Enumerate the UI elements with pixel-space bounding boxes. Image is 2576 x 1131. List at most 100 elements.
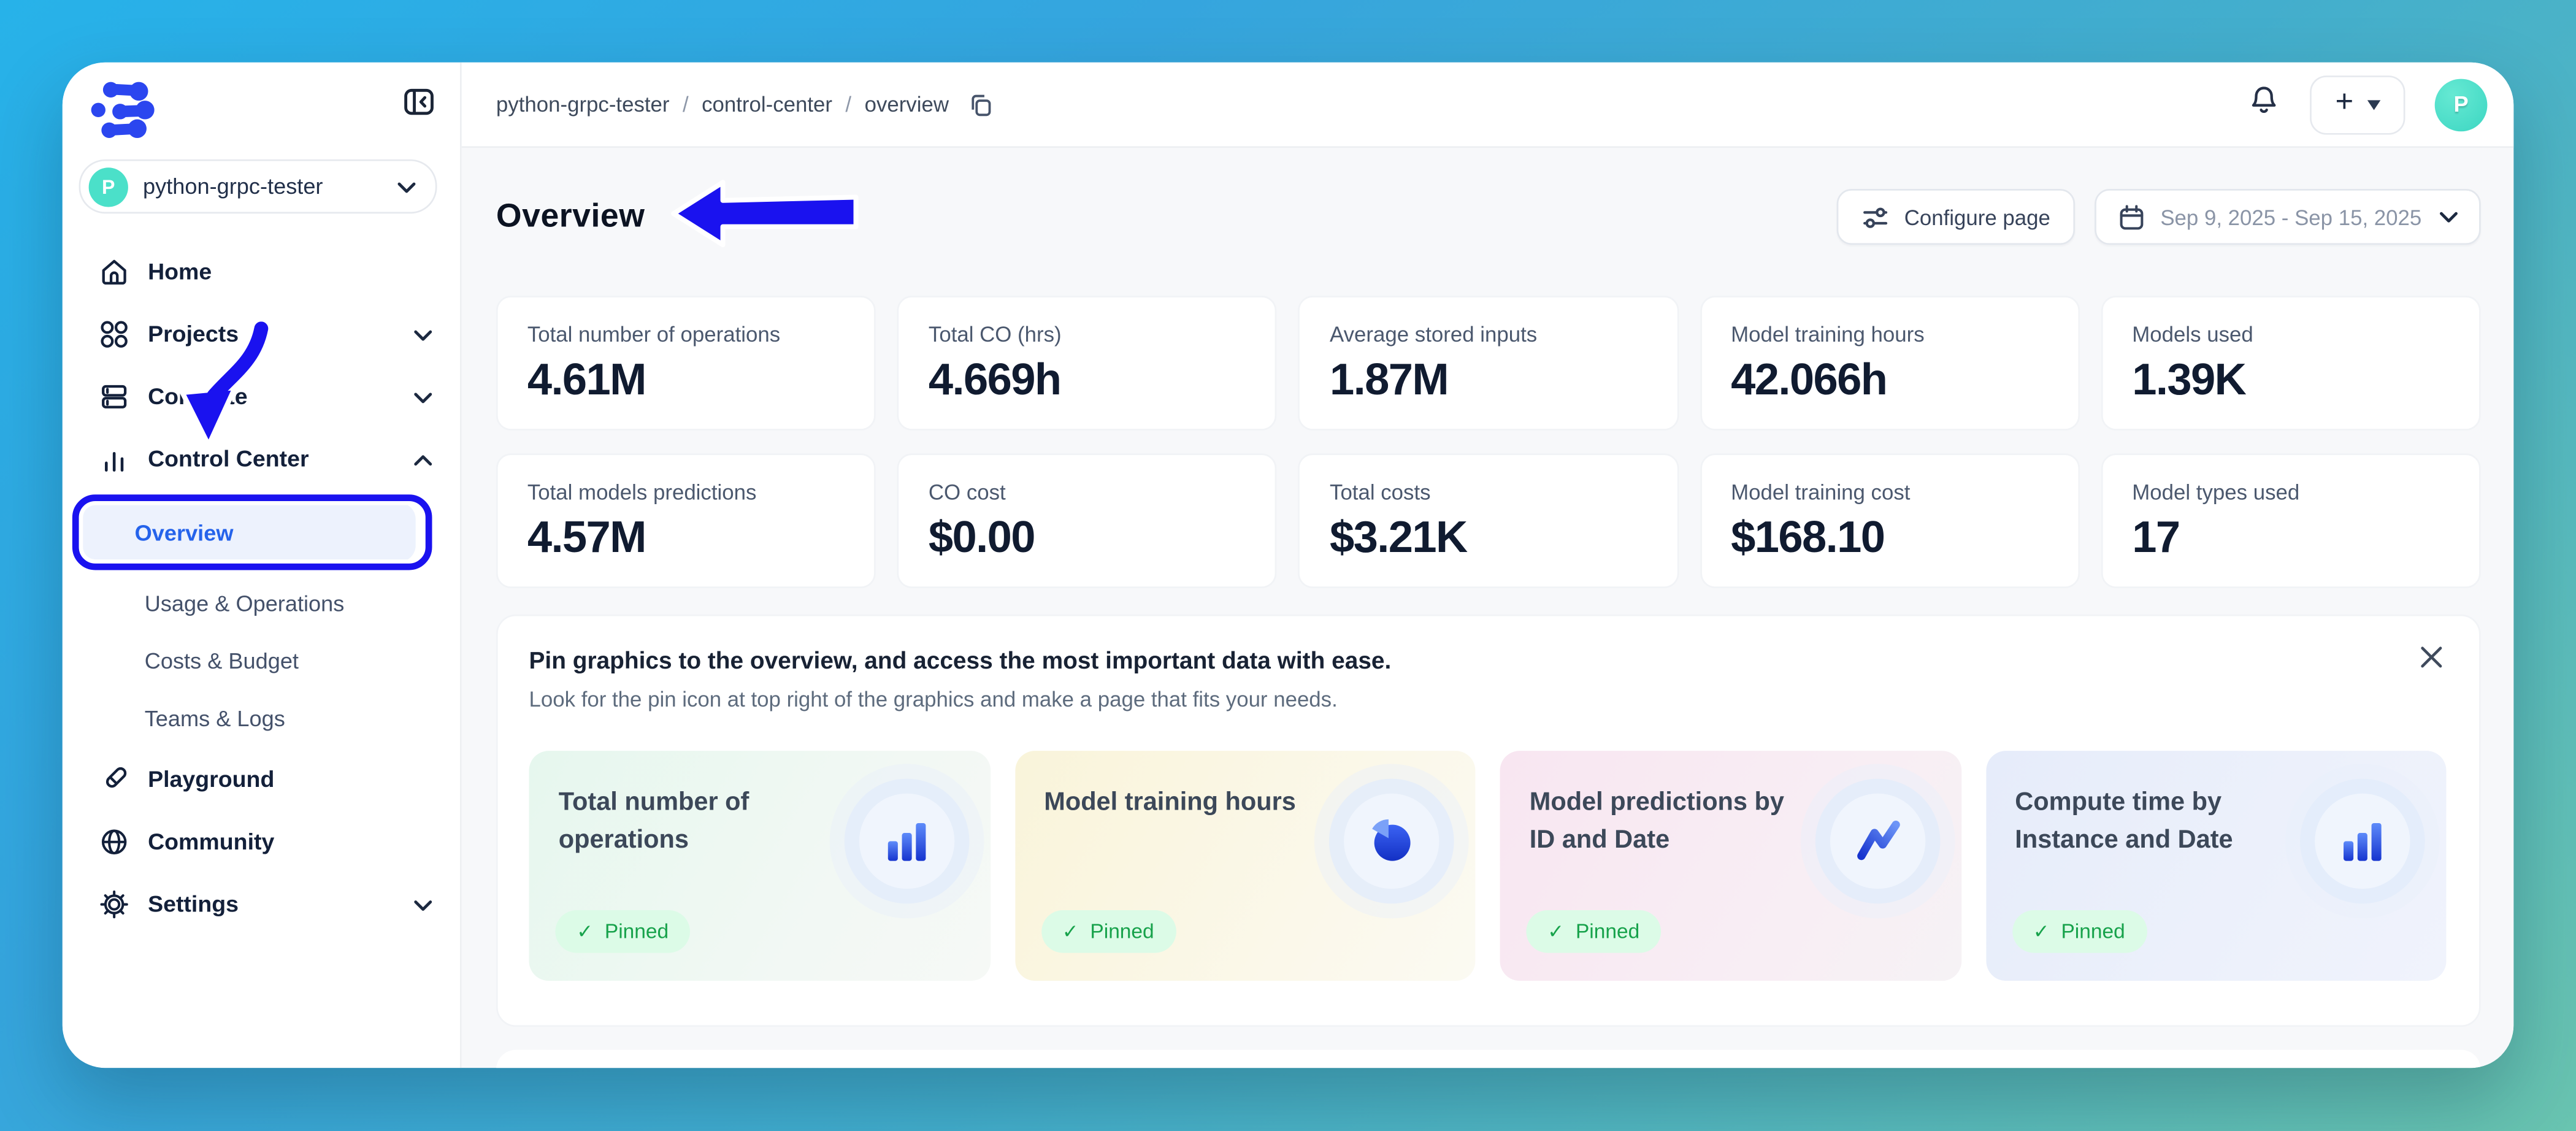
sidebar-item-label: Usage & Operations (144, 591, 345, 616)
sidebar-item-label: Teams & Logs (144, 706, 285, 731)
sidebar-item-label: Playground (148, 765, 275, 792)
stat-card: Model training hours 42.066h (1700, 296, 2080, 431)
stat-label: Average stored inputs (1330, 322, 1538, 347)
sidebar-item-community[interactable]: Community (63, 810, 460, 873)
pinned-tile-compute-time[interactable]: Compute time by Instance and Date (1985, 751, 2447, 981)
stat-value: 42.066h (1731, 355, 1888, 404)
sidebar-item-label: Home (148, 258, 212, 285)
brand-logo-icon (90, 82, 156, 145)
date-range-picker[interactable]: Sep 9, 2025 - Sep 15, 2025 (2095, 189, 2481, 245)
stat-label: Total costs (1330, 480, 1431, 505)
gear-icon (99, 888, 130, 919)
sidebar-item-label: Control Center (148, 445, 309, 472)
stat-value: $168.10 (1731, 512, 1885, 562)
globe-icon (99, 826, 130, 857)
breadcrumb-section[interactable]: control-center (702, 92, 833, 117)
pinned-tile-training-hours[interactable]: Model training hours ✓ (1014, 751, 1476, 981)
main-area: python-grpc-tester / control-center / ov… (461, 62, 2514, 1068)
user-avatar[interactable]: P (2434, 78, 2488, 131)
pinned-badge: ✓ Pinned (1040, 910, 1176, 953)
sidebar-item-label: Community (148, 828, 275, 854)
tile-title: Model predictions by ID and Date (1529, 788, 1785, 854)
sidebar-item-overview-wrap: Overview (72, 494, 432, 570)
chevron-down-icon (414, 320, 432, 347)
page-title: Overview (496, 197, 645, 234)
stat-value: 1.87M (1330, 355, 1449, 404)
sidebar-item-overview[interactable]: Overview (82, 502, 416, 562)
check-icon: ✓ (1062, 920, 1079, 943)
pen-icon (99, 763, 130, 794)
pin-banner: Pin graphics to the overview, and access… (496, 614, 2481, 1027)
stat-label: Total CO (hrs) (928, 322, 1062, 347)
sidebar-item-home[interactable]: Home (63, 240, 460, 302)
sidebar-item-projects[interactable]: Projects (63, 302, 460, 365)
pin-banner-title: Pin graphics to the overview, and access… (529, 649, 1392, 675)
pinned-tile-model-predictions[interactable]: Model predictions by ID and Date ✓ (1500, 751, 1961, 981)
stat-card: Total costs $3.21K (1298, 453, 1679, 588)
pinned-tile-total-operations[interactable]: Total number of operations (529, 751, 990, 981)
stat-value: 4.61M (527, 355, 647, 404)
sidebar-item-teams-logs[interactable]: Teams & Logs (63, 690, 460, 748)
project-avatar: P (88, 166, 128, 207)
chevron-down-icon (2439, 211, 2458, 223)
stat-cards-grid: Total number of operations 4.61M Total C… (496, 296, 2481, 588)
server-icon (99, 380, 130, 412)
tile-title: Compute time by Instance and Date (2015, 788, 2233, 854)
check-icon: ✓ (1547, 920, 1565, 943)
projects-grid-icon (99, 318, 130, 349)
sidebar-item-label: Settings (148, 890, 239, 917)
breadcrumb: python-grpc-tester / control-center / ov… (496, 91, 993, 118)
stat-card: Model types used 17 (2101, 453, 2481, 588)
pinned-badge-label: Pinned (2061, 920, 2125, 943)
calendar-icon (2118, 203, 2146, 231)
sidebar-item-usage-operations[interactable]: Usage & Operations (63, 575, 460, 633)
sidebar-item-compute[interactable]: Compute (63, 365, 460, 427)
stat-card: Total CO (hrs) 4.669h (897, 296, 1278, 431)
pinned-badge-label: Pinned (1575, 920, 1640, 943)
annotation-arrow-left (670, 180, 858, 248)
bar-chart-icon (99, 443, 130, 474)
check-icon: ✓ (577, 920, 594, 943)
breadcrumb-separator: / (845, 92, 852, 117)
sidebar-item-settings[interactable]: Settings (63, 872, 460, 935)
project-selector[interactable]: P python-grpc-tester (79, 159, 437, 214)
pinned-badge-label: Pinned (1090, 920, 1154, 943)
stat-label: Models used (2132, 322, 2253, 347)
stat-label: Model training hours (1731, 322, 1925, 347)
bell-icon[interactable] (2247, 84, 2280, 125)
stat-label: CO cost (928, 480, 1006, 505)
sidebar-item-label: Overview (134, 519, 234, 545)
pie-chart-icon (1344, 793, 1439, 889)
add-button[interactable]: + (2310, 74, 2405, 134)
chevron-down-icon (414, 383, 432, 409)
pinned-badge: ✓ Pinned (1526, 910, 1662, 953)
stat-value: 1.39K (2132, 355, 2247, 404)
sidebar-item-label: Compute (148, 383, 248, 409)
stat-value: 4.57M (527, 512, 647, 562)
topbar-actions: + P (2247, 74, 2488, 134)
close-icon[interactable] (2418, 644, 2445, 670)
chevron-down-icon (397, 172, 416, 201)
sidebar-item-playground[interactable]: Playground (63, 748, 460, 810)
pinned-badge: ✓ Pinned (555, 910, 691, 953)
chevron-down-icon (414, 891, 432, 917)
page-header-actions: Configure page Sep 9, 2025 - Sep 15, 20 (1836, 189, 2481, 245)
sidebar-item-costs-budget[interactable]: Costs & Budget (63, 632, 460, 690)
breadcrumb-project[interactable]: python-grpc-tester (496, 92, 670, 117)
sidebar-item-control-center[interactable]: Control Center (63, 427, 460, 489)
sidebar-collapse-icon[interactable] (402, 85, 435, 118)
stat-label: Model types used (2132, 480, 2300, 505)
chevron-up-icon (414, 445, 432, 472)
stat-label: Total models predictions (527, 480, 757, 505)
stat-card: CO cost $0.00 (897, 453, 1278, 588)
check-icon: ✓ (2033, 920, 2050, 943)
stat-card: Models used 1.39K (2101, 296, 2481, 431)
copy-icon[interactable] (967, 91, 993, 118)
content: Overview Configure page (462, 148, 2514, 1068)
sidebar-item-label: Costs & Budget (144, 649, 299, 674)
configure-page-button[interactable]: Configure page (1836, 189, 2076, 245)
breadcrumb-page[interactable]: overview (864, 92, 949, 117)
pinned-badge-label: Pinned (604, 920, 669, 943)
stat-value: $0.00 (928, 512, 1036, 562)
